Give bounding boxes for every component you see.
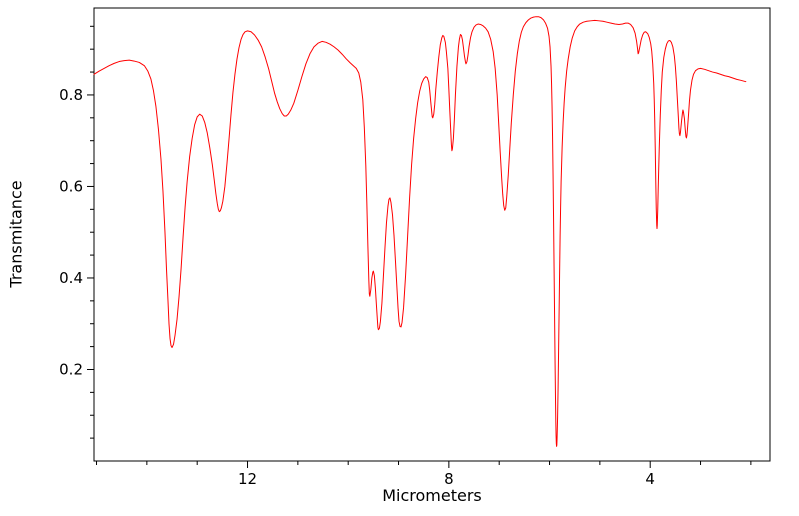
y-axis-label: Transmitance: [6, 180, 26, 288]
y-tick-label: 0.6: [59, 177, 83, 195]
x-tick-label: 4: [645, 470, 655, 488]
y-tick-label: 0.2: [59, 360, 83, 378]
y-tick-label: 0.8: [59, 86, 83, 104]
y-tick-label: 0.4: [59, 269, 83, 287]
spectrum-line: [93, 16, 747, 447]
x-tick-label: 12: [238, 470, 257, 488]
x-axis-label: Micrometers: [382, 486, 482, 505]
x-tick-label: 8: [444, 470, 454, 488]
plot-border: [93, 7, 771, 462]
